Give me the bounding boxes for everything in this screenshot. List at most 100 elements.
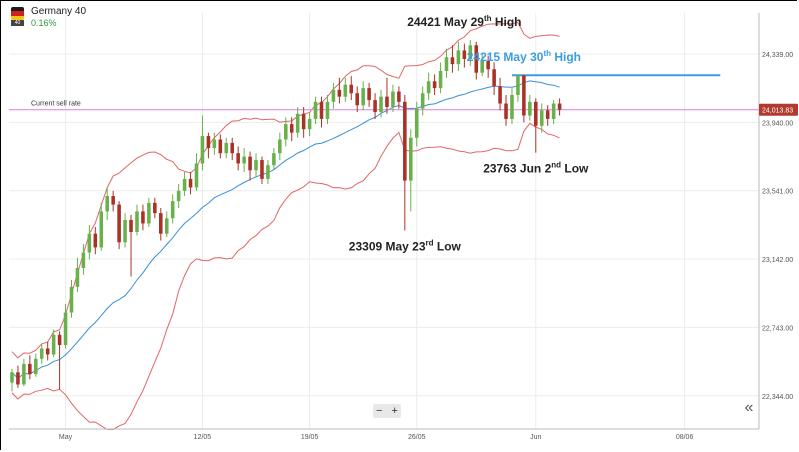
y-tick-label: 23,541.00 xyxy=(762,189,793,196)
candle xyxy=(456,41,461,71)
candle-body xyxy=(343,84,348,97)
candle xyxy=(188,172,193,195)
y-tick-label: 23,940.00 xyxy=(762,120,793,127)
zoom-control: − + xyxy=(373,404,401,418)
double-chevron-left-icon[interactable]: « xyxy=(744,399,754,416)
moving-average xyxy=(11,80,560,380)
candles xyxy=(10,39,562,392)
candle-body xyxy=(414,108,419,138)
candle xyxy=(81,243,86,275)
candle xyxy=(194,153,199,191)
candle xyxy=(51,329,56,358)
candle xyxy=(438,62,443,94)
instrument-name[interactable]: Germany 40 xyxy=(31,6,87,17)
candle-body xyxy=(224,142,229,154)
candle xyxy=(504,94,508,126)
candle xyxy=(170,194,175,224)
candle-body xyxy=(212,139,217,149)
candle-body xyxy=(200,136,205,164)
candle-body xyxy=(492,69,496,87)
y-tick-label: 22,743.00 xyxy=(762,325,793,332)
gridlines xyxy=(9,13,759,429)
candle xyxy=(16,365,20,388)
candle xyxy=(319,96,324,128)
y-tick-label: 23,142.00 xyxy=(762,257,793,264)
candle-body xyxy=(313,101,318,119)
candle-body xyxy=(63,312,68,346)
candle xyxy=(69,279,74,318)
annotation-label: 23309 May 23rd Low xyxy=(349,238,462,253)
candle xyxy=(164,211,169,238)
candle xyxy=(539,103,544,133)
x-tick-label: May xyxy=(59,434,73,441)
candle xyxy=(260,156,264,185)
candle-body xyxy=(147,202,151,224)
current-sell-rate-label: Current sell rate xyxy=(31,101,81,108)
candle-body xyxy=(456,50,461,65)
candle-body xyxy=(28,363,32,375)
candle xyxy=(45,341,50,361)
candle xyxy=(492,62,496,95)
candle xyxy=(182,172,187,197)
candle xyxy=(528,94,532,121)
candle xyxy=(551,100,556,125)
candle-body xyxy=(236,153,240,164)
candle-body xyxy=(426,81,431,94)
candle-body xyxy=(373,100,377,113)
candle-body xyxy=(266,165,270,179)
candle-body xyxy=(153,202,157,214)
candle xyxy=(403,94,407,231)
candle xyxy=(278,132,282,161)
candle-body xyxy=(301,113,306,130)
candle xyxy=(557,98,562,116)
current-price-tag: 24,013.83 xyxy=(759,103,798,116)
candle xyxy=(409,129,413,212)
candle-body xyxy=(206,136,211,149)
candle-body xyxy=(230,142,234,154)
candle-body xyxy=(528,101,532,116)
candle-body xyxy=(16,372,20,385)
candle xyxy=(135,204,139,236)
germany-flag-icon xyxy=(11,7,24,20)
candle-body xyxy=(123,220,127,243)
candle-body xyxy=(141,211,145,224)
candle-body xyxy=(176,190,181,202)
candle xyxy=(57,331,62,390)
candle xyxy=(289,117,294,142)
candle-body xyxy=(516,75,520,95)
candle-body xyxy=(99,211,104,248)
candle-body xyxy=(539,110,544,126)
candle xyxy=(266,160,270,185)
candle-body xyxy=(379,96,383,113)
candle xyxy=(236,146,240,171)
candle xyxy=(248,151,252,181)
candle-body xyxy=(39,348,44,359)
instrument-tag: 40 xyxy=(11,20,24,26)
zoom-out-button[interactable]: − xyxy=(376,405,383,417)
candle xyxy=(34,353,38,377)
y-tick-label: 24,339.00 xyxy=(762,52,793,59)
annotation-label: 24421 May 29th High xyxy=(407,14,521,29)
candle-body xyxy=(450,57,455,65)
candle-body xyxy=(93,233,98,248)
candle xyxy=(385,77,389,114)
price-tag-text: 24,013.83 xyxy=(762,108,793,115)
candle xyxy=(28,355,32,380)
candle-body xyxy=(278,139,282,154)
candle xyxy=(99,202,104,251)
candle-body xyxy=(284,124,288,140)
candle xyxy=(230,137,234,161)
candle-body xyxy=(397,91,401,102)
candle-body xyxy=(325,101,330,119)
candle-body xyxy=(170,201,175,219)
candle-body xyxy=(367,88,371,101)
candle xyxy=(343,77,348,102)
candle xyxy=(117,201,121,250)
candle xyxy=(331,82,336,109)
candle-body xyxy=(272,153,276,166)
candle xyxy=(153,197,157,219)
candle xyxy=(93,226,98,255)
zoom-in-button[interactable]: + xyxy=(391,405,398,417)
candle-body xyxy=(182,178,187,191)
candle-body xyxy=(188,178,193,188)
